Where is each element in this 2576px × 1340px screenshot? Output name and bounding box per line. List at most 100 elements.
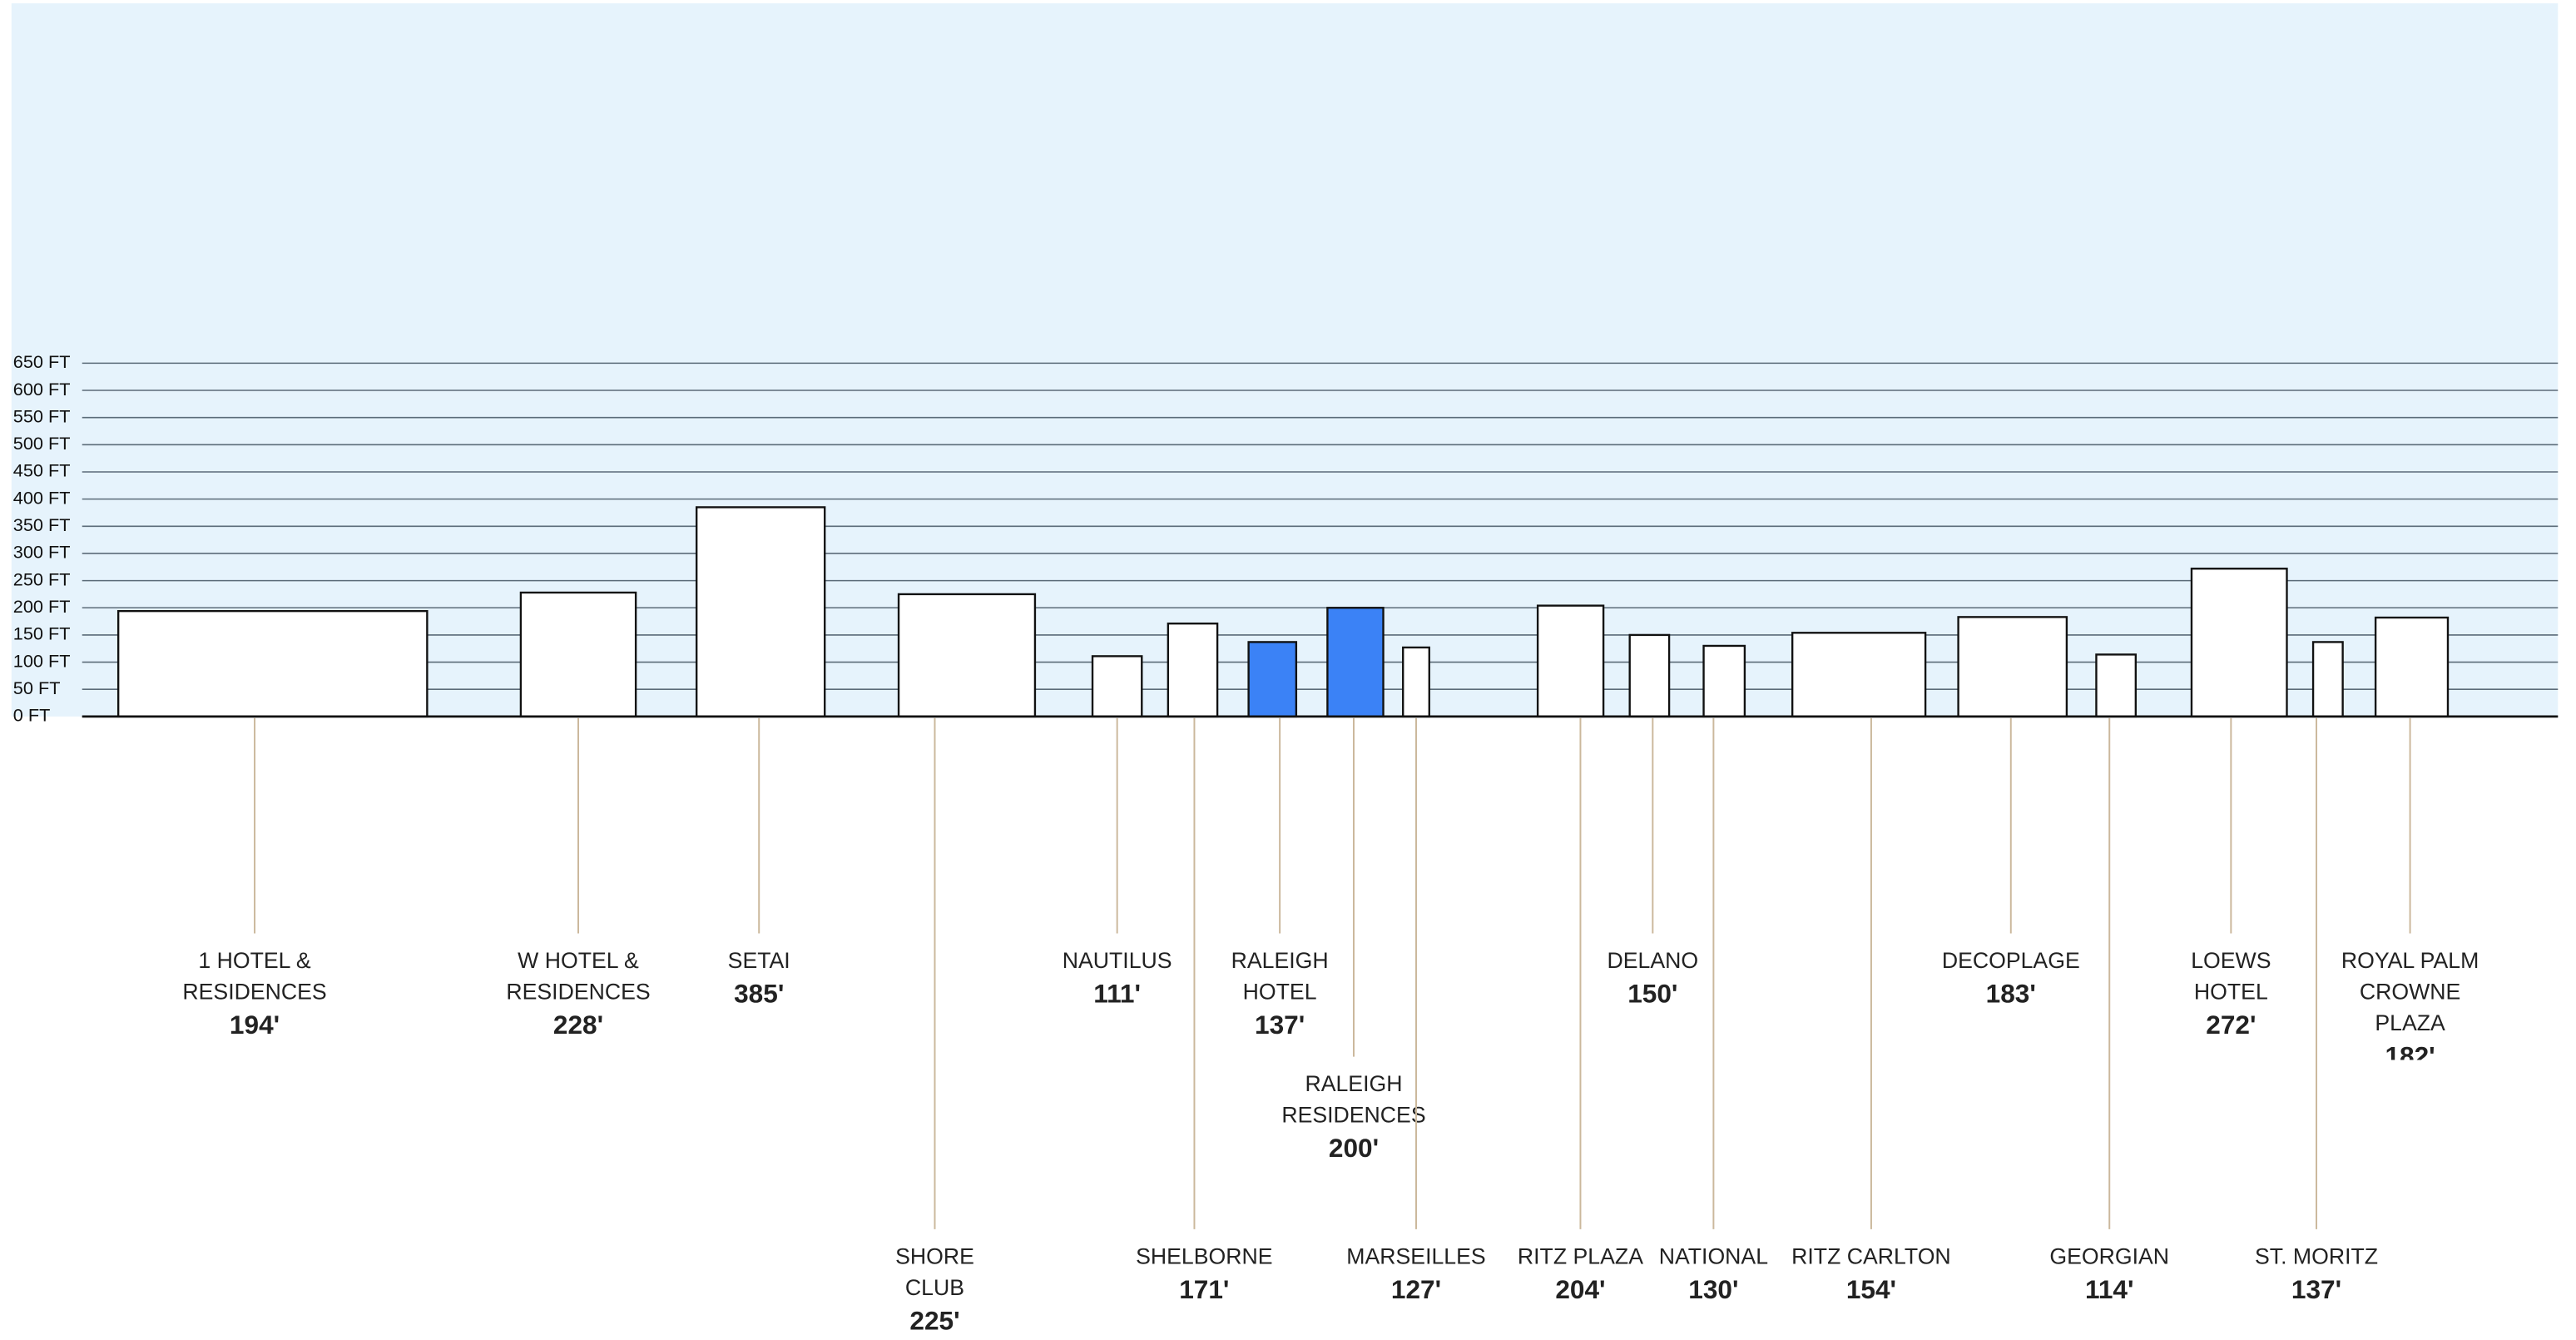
building-name: W HOTEL & RESIDENCES bbox=[506, 948, 651, 1005]
height-label: 194' bbox=[229, 1012, 280, 1040]
height-label: 137' bbox=[1255, 1012, 1305, 1040]
label-box: RALEIGH HOTEL 137' bbox=[1165, 945, 1395, 1045]
building-name: SHELBORNE bbox=[1136, 1243, 1273, 1269]
building bbox=[1957, 616, 2068, 718]
building-label: DECOPLAGE 183' bbox=[1896, 945, 2126, 1014]
building-name: GEORGIAN bbox=[2049, 1243, 2170, 1269]
building bbox=[116, 609, 429, 718]
height-label: 200' bbox=[1328, 1135, 1380, 1164]
building bbox=[2374, 616, 2450, 718]
height-label: 130' bbox=[1688, 1277, 1739, 1305]
height-label: 225' bbox=[909, 1308, 960, 1337]
building bbox=[897, 593, 1037, 718]
label-box: SHELBORNE 171' bbox=[1089, 1241, 1319, 1310]
building-label: ROYAL PALM CROWNE PLAZA 182' bbox=[2295, 945, 2524, 1060]
building bbox=[1402, 646, 1430, 718]
height-label: 182' bbox=[2385, 1043, 2435, 1060]
building bbox=[2190, 568, 2288, 718]
label-box: LOEWS HOTEL 272' bbox=[2116, 945, 2346, 1045]
y-tick-label: 400 FT bbox=[13, 487, 71, 508]
height-label: 127' bbox=[1390, 1277, 1442, 1305]
height-label: 171' bbox=[1179, 1277, 1230, 1305]
label-box: NATIONAL 130' bbox=[1598, 1241, 1828, 1310]
label-box: SHORE CLUB 225' bbox=[820, 1241, 1049, 1340]
building-name: 1 HOTEL & RESIDENCES bbox=[182, 948, 327, 1005]
building bbox=[1702, 644, 1746, 718]
y-tick-label: 0 FT bbox=[13, 705, 51, 726]
y-tick-label: 600 FT bbox=[13, 379, 71, 400]
building-label: LOEWS HOTEL 272' bbox=[2116, 945, 2346, 1045]
height-label: 204' bbox=[1555, 1277, 1606, 1305]
label-box: GEORGIAN 114' bbox=[1994, 1241, 2224, 1310]
height-label: 272' bbox=[2206, 1012, 2256, 1040]
y-tick-label: 300 FT bbox=[13, 542, 71, 563]
building-name: DELANO bbox=[1607, 948, 1699, 973]
y-tick-label: 200 FT bbox=[13, 596, 71, 617]
building-label: SETAI 385' bbox=[644, 945, 874, 1014]
label-box: NAUTILUS 111' bbox=[1002, 945, 1231, 1014]
building-name: RALEIGH RESIDENCES bbox=[1281, 1071, 1426, 1128]
sky-background bbox=[11, 2, 2559, 717]
height-label: 114' bbox=[2084, 1277, 2134, 1305]
building bbox=[1628, 633, 1671, 718]
building-name: DECOPLAGE bbox=[1941, 948, 2080, 973]
height-label: 137' bbox=[2291, 1277, 2342, 1305]
building-name: NATIONAL bbox=[1658, 1243, 1769, 1269]
building-name: MARSEILLES bbox=[1346, 1243, 1486, 1269]
building-name: RITZ CARLTON bbox=[1791, 1243, 1951, 1269]
y-tick-label: 650 FT bbox=[13, 351, 71, 372]
building-name: SHORE CLUB bbox=[895, 1243, 974, 1300]
height-label: 183' bbox=[1985, 980, 2036, 1010]
building bbox=[1091, 655, 1143, 718]
building-name: LOEWS HOTEL bbox=[2191, 948, 2271, 1005]
y-tick-label: 250 FT bbox=[13, 568, 71, 589]
y-tick-label: 450 FT bbox=[13, 460, 71, 481]
label-box: DECOPLAGE 183' bbox=[1896, 945, 2126, 1014]
building-label: RITZ CARLTON 154' bbox=[1756, 1241, 1986, 1310]
building bbox=[519, 591, 637, 718]
building bbox=[1791, 632, 1927, 718]
label-box: ST. MORITZ 137' bbox=[2202, 1241, 2431, 1310]
label-box: RALEIGH RESIDENCES 200' bbox=[1239, 1068, 1469, 1168]
height-label: 385' bbox=[734, 980, 785, 1010]
label-box: ROYAL PALM CROWNE PLAZA 182' bbox=[2295, 945, 2524, 1060]
building-label: ST. MORITZ 137' bbox=[2202, 1241, 2431, 1310]
building bbox=[2311, 641, 2344, 718]
building-label: MARSEILLES 127' bbox=[1301, 1241, 1531, 1310]
building-label: DELANO 150' bbox=[1538, 945, 1767, 1014]
building-name: NAUTILUS bbox=[1062, 948, 1172, 973]
label-box: RITZ CARLTON 154' bbox=[1756, 1241, 1986, 1310]
label-box: MARSEILLES 127' bbox=[1301, 1241, 1531, 1310]
building-label: W HOTEL & RESIDENCES 228' bbox=[463, 945, 693, 1045]
building-label: SHELBORNE 171' bbox=[1089, 1241, 1319, 1310]
building-label: 1 HOTEL & RESIDENCES 194' bbox=[140, 945, 369, 1045]
building bbox=[1247, 641, 1298, 718]
y-tick-label: 500 FT bbox=[13, 433, 71, 454]
label-box: 1 HOTEL & RESIDENCES 194' bbox=[140, 945, 369, 1045]
building bbox=[1167, 623, 1219, 718]
building-label: SHORE CLUB 225' bbox=[820, 1241, 1049, 1340]
building-label: NAUTILUS 111' bbox=[1002, 945, 1231, 1014]
building bbox=[695, 506, 826, 718]
height-label: 228' bbox=[552, 1012, 604, 1040]
height-label: 111' bbox=[1093, 980, 1142, 1010]
building-label: GEORGIAN 114' bbox=[1994, 1241, 2224, 1310]
building bbox=[1326, 607, 1385, 718]
height-label: 154' bbox=[1845, 1277, 1897, 1305]
label-box: SETAI 385' bbox=[644, 945, 874, 1014]
building-label: NATIONAL 130' bbox=[1598, 1241, 1828, 1310]
label-box: DELANO 150' bbox=[1538, 945, 1767, 1014]
building-name: SETAI bbox=[727, 948, 790, 973]
y-tick-label: 150 FT bbox=[13, 623, 71, 644]
building-label: RITZ PLAZA 204' bbox=[1518, 1244, 1643, 1305]
building bbox=[2095, 653, 2138, 718]
y-tick-label: 550 FT bbox=[13, 405, 71, 426]
height-label: 150' bbox=[1627, 980, 1678, 1010]
building-name: ROYAL PALM CROWNE PLAZA bbox=[2341, 948, 2479, 1035]
label-box: W HOTEL & RESIDENCES 228' bbox=[463, 945, 693, 1045]
y-tick-label: 350 FT bbox=[13, 514, 71, 535]
building-label: RALEIGH RESIDENCES 200' bbox=[1239, 1068, 1469, 1168]
building-name: RALEIGH HOTEL bbox=[1231, 948, 1329, 1005]
